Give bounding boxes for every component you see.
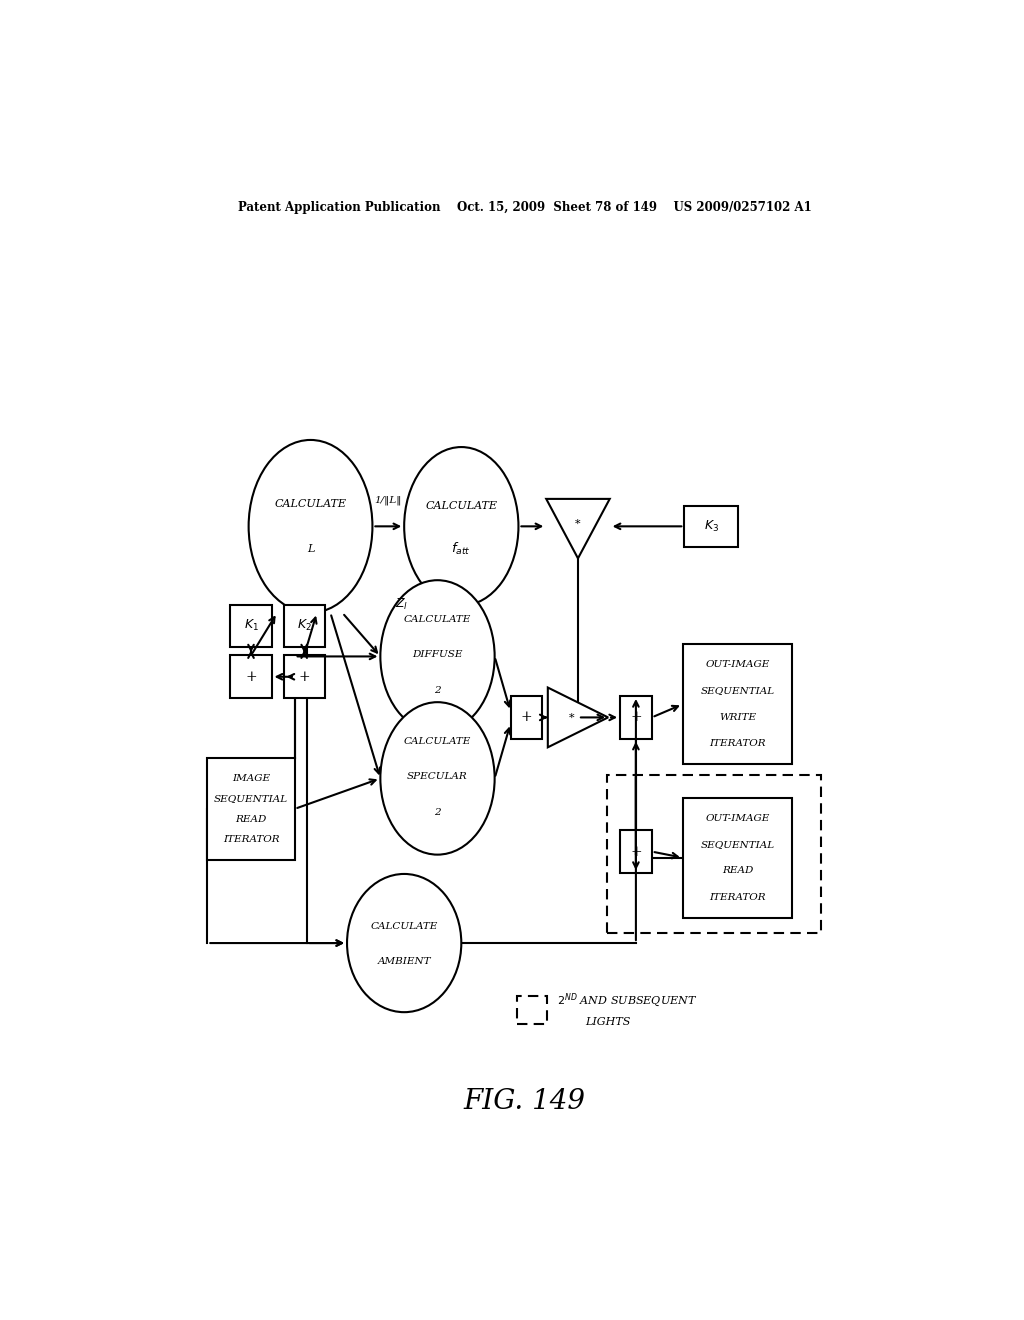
Text: IMAGE: IMAGE [232,774,270,783]
Text: CALCULATE: CALCULATE [403,615,471,624]
Ellipse shape [380,702,495,854]
Text: CALCULATE: CALCULATE [425,502,498,511]
Text: SPECULAR: SPECULAR [408,772,468,781]
Text: +: + [298,669,310,684]
Text: WRITE: WRITE [719,713,756,722]
Text: FIG. 149: FIG. 149 [464,1088,586,1115]
Text: $K_3$: $K_3$ [703,519,719,533]
Text: READ: READ [236,814,266,824]
Text: $K_2$: $K_2$ [297,618,311,634]
Text: +: + [520,710,532,725]
Text: OUT-IMAGE: OUT-IMAGE [706,660,770,669]
Text: *: * [569,713,574,722]
Text: ITERATOR: ITERATOR [710,892,766,902]
FancyBboxPatch shape [230,656,271,698]
Ellipse shape [249,440,373,612]
Polygon shape [548,688,608,747]
Text: READ: READ [722,866,754,875]
Text: 2: 2 [434,808,440,817]
Text: $2^{ND}$ AND SUBSEQUENT: $2^{ND}$ AND SUBSEQUENT [557,991,697,1008]
FancyBboxPatch shape [620,830,652,873]
Text: ITERATOR: ITERATOR [222,834,280,843]
Text: $Z_l$: $Z_l$ [395,597,409,612]
FancyBboxPatch shape [683,797,793,917]
Text: ITERATOR: ITERATOR [710,739,766,748]
FancyBboxPatch shape [230,605,271,647]
Ellipse shape [380,581,495,733]
Text: L: L [307,544,314,553]
Text: Patent Application Publication    Oct. 15, 2009  Sheet 78 of 149    US 2009/0257: Patent Application Publication Oct. 15, … [238,201,812,214]
FancyBboxPatch shape [284,605,325,647]
Text: DIFFUSE: DIFFUSE [413,649,463,659]
Text: +: + [245,669,257,684]
Text: CALCULATE: CALCULATE [371,923,438,932]
FancyBboxPatch shape [620,696,652,739]
Text: SEQUENTIAL: SEQUENTIAL [700,686,774,696]
Text: 2: 2 [434,686,440,696]
Text: +: + [630,845,642,858]
Text: OUT-IMAGE: OUT-IMAGE [706,813,770,822]
Ellipse shape [404,447,518,606]
Text: +: + [630,710,642,725]
Text: *: * [575,519,581,529]
Text: $f_{att}$: $f_{att}$ [452,541,471,557]
Text: 1/‖L‖: 1/‖L‖ [375,495,402,504]
Text: LIGHTS: LIGHTS [585,1018,631,1027]
Text: SEQUENTIAL: SEQUENTIAL [214,795,288,804]
Text: CALCULATE: CALCULATE [403,738,471,746]
FancyBboxPatch shape [511,696,543,739]
FancyBboxPatch shape [284,656,325,698]
Text: AMBIENT: AMBIENT [378,957,431,966]
Ellipse shape [347,874,461,1012]
FancyBboxPatch shape [683,644,793,764]
Text: $K_1$: $K_1$ [244,618,258,634]
FancyBboxPatch shape [684,506,738,546]
Text: SEQUENTIAL: SEQUENTIAL [700,840,774,849]
Text: CALCULATE: CALCULATE [274,499,346,510]
Polygon shape [546,499,609,558]
FancyBboxPatch shape [207,758,295,859]
